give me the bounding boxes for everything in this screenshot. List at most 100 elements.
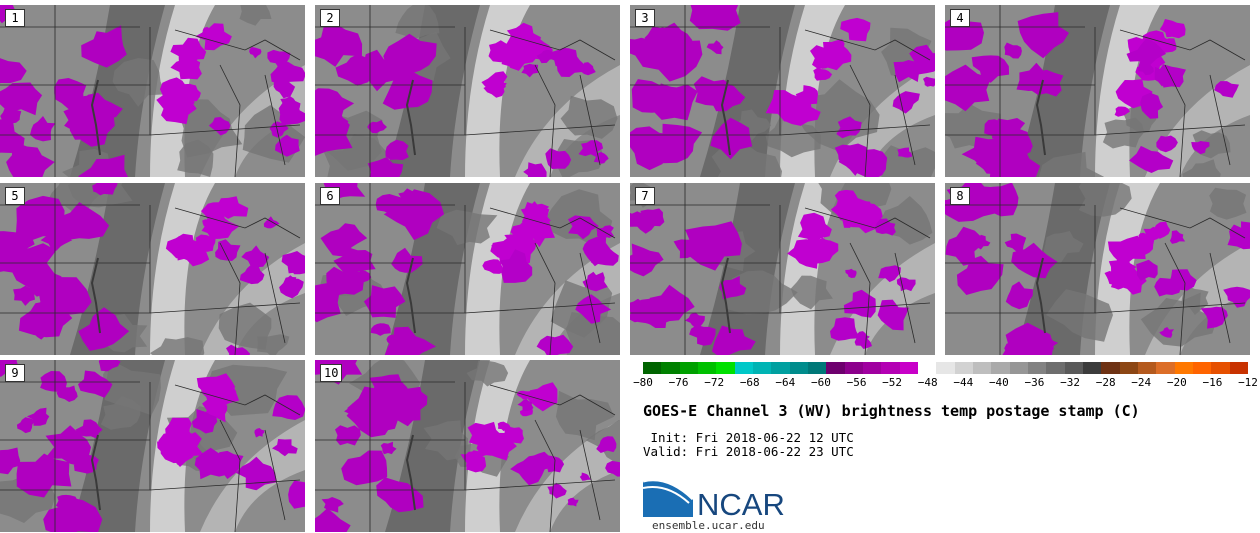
border-line <box>804 207 931 239</box>
cold-cloud-top <box>78 307 130 351</box>
cold-cloud-top <box>640 208 665 227</box>
dry-patch <box>1046 289 1113 342</box>
cold-cloud-top <box>180 84 201 102</box>
cold-cloud-top <box>78 92 123 129</box>
cold-cloud-top <box>500 249 533 283</box>
cold-cloud-top <box>98 360 121 372</box>
cold-cloud-top <box>795 85 818 105</box>
colorbar-segment <box>1211 362 1230 374</box>
colorbar-segment <box>1101 362 1120 374</box>
cold-cloud-top <box>856 23 867 36</box>
border-line <box>779 124 931 136</box>
cold-cloud-top <box>385 139 409 161</box>
cold-cloud-top <box>689 5 741 31</box>
cold-cloud-top <box>630 243 664 277</box>
cold-cloud-top <box>802 237 839 264</box>
panel-number-label: 2 <box>320 9 340 27</box>
cold-cloud-top <box>0 447 21 475</box>
cold-cloud-top <box>275 134 300 157</box>
dry-slot <box>385 5 480 177</box>
colorbar-segment <box>1009 362 1028 374</box>
dry-patch <box>112 58 167 107</box>
colorbar-tick-label: −36 <box>1024 376 1045 389</box>
border-line <box>779 302 931 314</box>
river <box>1035 79 1046 156</box>
cold-cloud-top <box>640 27 682 61</box>
cold-cloud-top <box>706 40 724 55</box>
colorbar-segment <box>734 362 753 374</box>
cold-cloud-top <box>923 76 935 87</box>
dry-patch <box>945 103 1002 150</box>
river <box>720 79 731 156</box>
cold-cloud-top <box>710 117 753 160</box>
colorbar-segment <box>1192 362 1212 374</box>
cold-cloud-top <box>874 218 896 236</box>
river <box>90 257 101 334</box>
cold-cloud-top <box>376 477 424 513</box>
map-panel: 10 <box>315 360 620 532</box>
border-line <box>534 64 556 177</box>
cold-cloud-top <box>1143 226 1163 241</box>
cold-cloud-top <box>1016 62 1055 91</box>
border-line <box>219 64 241 177</box>
colorbar-segment <box>1082 362 1102 374</box>
dry-patch <box>1078 183 1132 217</box>
map-panel: 1 <box>0 5 305 177</box>
cold-cloud-top <box>55 202 110 240</box>
border-line <box>0 262 151 314</box>
cold-cloud-top <box>269 121 289 138</box>
panel-number-label: 10 <box>320 364 343 382</box>
border-line <box>1094 124 1246 136</box>
cold-cloud-top <box>239 264 265 285</box>
colorbar-segment <box>862 362 882 374</box>
river <box>405 434 416 511</box>
logo-url: ensemble.ucar.edu <box>652 519 765 532</box>
cold-cloud-top <box>630 126 681 171</box>
dry-patch <box>1182 159 1221 177</box>
cold-cloud-top <box>521 215 555 248</box>
cold-cloud-top <box>208 117 231 136</box>
colorbar-segment <box>1064 362 1083 374</box>
panel-number-label: 8 <box>950 187 970 205</box>
cold-cloud-top <box>877 299 909 331</box>
colorbar-segment <box>1156 362 1175 374</box>
cold-cloud-top <box>596 436 617 453</box>
water-vapor-map <box>0 183 305 355</box>
cold-cloud-top <box>854 149 888 177</box>
colorbar-segment <box>1119 362 1138 374</box>
cold-cloud-top <box>836 116 862 139</box>
water-vapor-map <box>0 360 305 532</box>
colorbar-tick-label: −56 <box>846 376 867 389</box>
dry-patch <box>150 337 205 355</box>
cold-cloud-top <box>272 395 305 420</box>
cold-cloud-top <box>797 212 832 246</box>
cold-cloud-top <box>849 202 883 234</box>
cold-cloud-top <box>830 317 860 341</box>
cold-cloud-top <box>335 425 361 446</box>
dry-slot <box>1015 183 1110 355</box>
dry-patch <box>1209 187 1247 220</box>
panel-number-label: 6 <box>320 187 340 205</box>
moist-plume <box>830 243 935 355</box>
cold-cloud-top <box>1165 269 1197 292</box>
colorbar-tick-label: −28 <box>1095 376 1116 389</box>
cold-cloud-top <box>315 508 351 532</box>
cold-cloud-top <box>26 407 50 426</box>
border-line <box>945 84 1096 136</box>
cold-cloud-top <box>1156 135 1178 153</box>
colorbar-tick-label: −32 <box>1060 376 1080 389</box>
cold-cloud-top <box>333 247 376 276</box>
cold-cloud-top <box>315 23 363 67</box>
cold-cloud-top <box>363 285 406 318</box>
cold-cloud-top <box>1114 106 1130 117</box>
cold-cloud-top <box>488 40 514 63</box>
border-line <box>489 207 616 239</box>
logo-text: NCAR <box>697 487 785 519</box>
cold-cloud-top <box>54 78 87 113</box>
cold-cloud-top <box>383 189 445 241</box>
cold-cloud-top <box>270 61 305 84</box>
colorbar <box>643 362 1248 374</box>
colorbar-segment <box>972 362 992 374</box>
panel-number-label: 9 <box>5 364 25 382</box>
panel-number-label: 3 <box>635 9 655 27</box>
